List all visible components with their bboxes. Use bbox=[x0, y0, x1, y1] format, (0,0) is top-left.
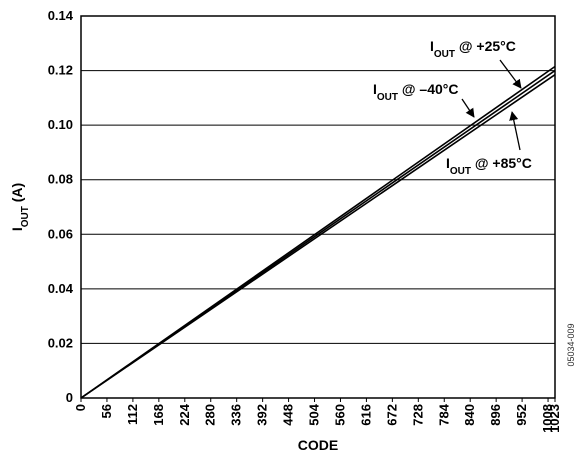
annotation-plus25c-sub: OUT bbox=[434, 49, 455, 60]
y-tick-label: 0.12 bbox=[48, 63, 73, 78]
series-layer bbox=[80, 65, 556, 399]
grid-layer bbox=[81, 70, 555, 344]
x-tick-label: 952 bbox=[514, 404, 529, 426]
x-tick-label: 336 bbox=[229, 404, 244, 426]
y-axis-label-sub: OUT bbox=[20, 206, 31, 227]
x-tick-label: 392 bbox=[255, 404, 270, 426]
x-tick-label: 560 bbox=[332, 404, 347, 426]
annotation-minus40c-suffix: @ –40°C bbox=[398, 81, 459, 97]
annotation-plus25c-arrow bbox=[499, 59, 522, 89]
x-tick-label: 672 bbox=[384, 404, 399, 426]
annotation-minus40c-sub: OUT bbox=[377, 92, 398, 103]
annotation-plus85c: IOUT @ +85°C bbox=[446, 155, 532, 177]
annotation-layer: IOUT @ +25°C IOUT @ –40°C IOUT @ +85°C bbox=[373, 38, 532, 177]
annotation-plus85c-arrow bbox=[509, 111, 521, 151]
x-tick-label: 112 bbox=[125, 404, 140, 425]
annotation-plus25c-main: I bbox=[430, 38, 434, 54]
y-axis-label-suffix: (A) bbox=[9, 183, 25, 206]
annotation-minus40c-arrow bbox=[461, 98, 475, 118]
x-tick-label: 504 bbox=[307, 403, 322, 425]
x-tick-label: 280 bbox=[203, 404, 218, 426]
y-tick-label: 0.04 bbox=[48, 281, 74, 296]
x-tick-label: 168 bbox=[151, 404, 166, 426]
annotation-minus40c: IOUT @ –40°C bbox=[373, 81, 459, 103]
x-tick-label: 784 bbox=[436, 403, 451, 425]
annotation-plus25c: IOUT @ +25°C bbox=[430, 38, 516, 60]
y-tick-label: 0.02 bbox=[48, 335, 73, 350]
y-tick-label: 0 bbox=[66, 390, 73, 405]
annotation-plus85c-suffix: @ +85°C bbox=[471, 155, 532, 171]
annotation-plus85c-sub: OUT bbox=[450, 166, 471, 177]
x-tick-label: 840 bbox=[462, 404, 477, 426]
y-tick-label: 0.10 bbox=[48, 117, 73, 132]
y-axis-ticks: 0 0.02 0.04 0.06 0.08 0.10 0.12 0.14 bbox=[48, 8, 74, 405]
x-tick-label: 728 bbox=[410, 404, 425, 426]
annotation-minus40c-main: I bbox=[373, 81, 377, 97]
x-tick-label: 56 bbox=[99, 404, 114, 418]
figure-id: 05034-009 bbox=[566, 323, 576, 366]
x-tick-label: 896 bbox=[488, 404, 503, 426]
y-tick-label: 0.08 bbox=[48, 172, 73, 187]
x-tick-label: 0 bbox=[73, 404, 88, 411]
x-axis-ticks: 0 56 112 168 224 280 336 392 448 504 560 616 672 728 7… bbox=[73, 398, 562, 433]
y-axis-label-main: I bbox=[9, 227, 25, 231]
x-tick-label: 1023 bbox=[547, 404, 562, 433]
y-tick-label: 0.06 bbox=[48, 226, 73, 241]
y-tick-label: 0.14 bbox=[48, 8, 74, 23]
x-axis-label: CODE bbox=[298, 437, 338, 453]
series-line-2 bbox=[80, 74, 556, 399]
annotation-plus25c-suffix: @ +25°C bbox=[455, 38, 516, 54]
plot-frame bbox=[80, 15, 556, 399]
x-tick-label: 1008 bbox=[540, 404, 555, 433]
x-tick-label: 224 bbox=[177, 403, 192, 425]
y-axis-label: IOUT (A) bbox=[9, 183, 31, 231]
annotation-plus85c-main: I bbox=[446, 155, 450, 171]
x-tick-label: 616 bbox=[358, 404, 373, 426]
x-tick-label: 448 bbox=[281, 404, 296, 426]
